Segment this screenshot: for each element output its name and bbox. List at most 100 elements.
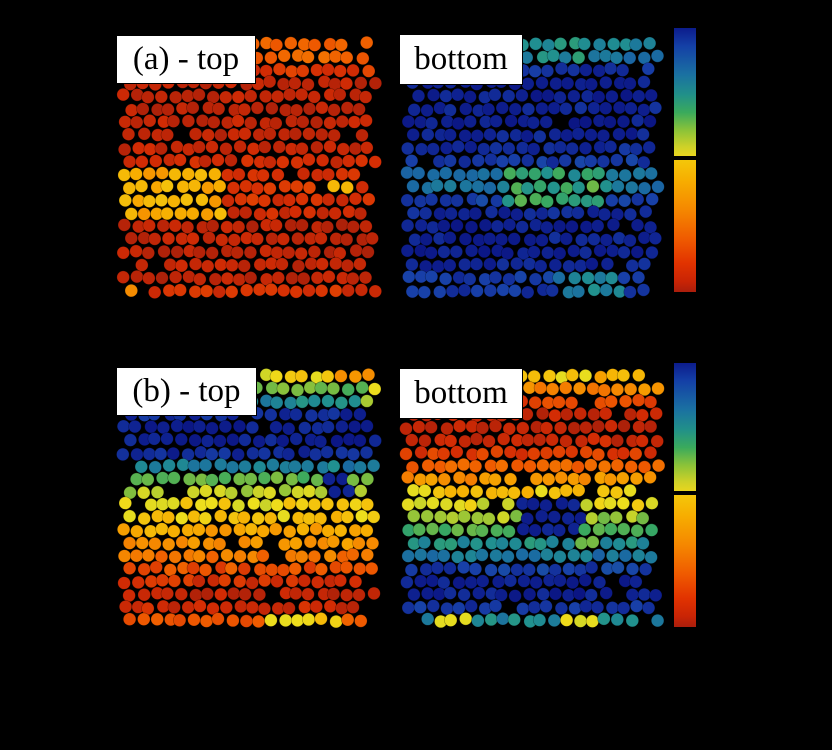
scatter-point [533, 433, 547, 447]
scatter-point [489, 141, 503, 155]
scatter-point [599, 233, 613, 247]
scatter-point [323, 549, 337, 563]
scatter-point [154, 193, 169, 207]
scatter-point [119, 600, 133, 614]
scatter-point [451, 550, 465, 564]
scatter-point [587, 407, 601, 422]
scatter-point [180, 193, 194, 207]
scatter-point [591, 419, 605, 434]
scatter-point [352, 102, 366, 116]
scatter-point [457, 207, 472, 221]
scatter-point [297, 574, 311, 588]
scatter-point [502, 89, 516, 103]
scatter-point [168, 270, 183, 284]
scatter-point [496, 180, 510, 194]
scatter-point [587, 232, 601, 246]
scatter-point [346, 473, 360, 487]
scatter-point [490, 219, 504, 233]
scatter-point [342, 154, 356, 168]
scatter-point [349, 244, 363, 258]
scatter-point [167, 574, 182, 588]
scatter-point [437, 472, 451, 486]
scatter-point [205, 473, 219, 487]
scatter-point [586, 382, 600, 396]
scatter-point [252, 588, 266, 602]
scatter-point [129, 549, 144, 563]
scatter-point [198, 511, 212, 525]
scatter-point [545, 535, 559, 549]
scatter-point [517, 574, 531, 588]
scatter-point [545, 433, 559, 447]
scatter-point [170, 140, 184, 154]
scatter-point [116, 246, 130, 260]
scatter-point [625, 562, 640, 576]
scatter-point [181, 167, 195, 181]
scatter-point [523, 233, 537, 247]
scatter-point [361, 245, 375, 259]
scatter-point [508, 284, 522, 298]
scatter-point [281, 447, 295, 461]
scatter-point [137, 612, 151, 626]
scatter-point [211, 102, 226, 116]
scatter-point [167, 524, 181, 538]
scatter-point [142, 167, 156, 181]
scatter-point [451, 139, 465, 154]
scatter-point [616, 471, 630, 485]
scatter-point [635, 434, 649, 448]
scatter-point [335, 218, 349, 232]
scatter-point [245, 576, 259, 590]
scatter-point [629, 38, 643, 52]
scatter-point [198, 563, 213, 577]
scatter-point [450, 194, 464, 208]
scatter-point [307, 550, 321, 564]
scatter-point [565, 445, 579, 459]
scatter-point [198, 154, 212, 168]
scatter-point [218, 471, 232, 485]
scatter-point [123, 486, 137, 500]
colorbar-b-upper-gradient [674, 363, 696, 491]
scatter-point [143, 524, 158, 538]
scatter-point [122, 181, 136, 195]
scatter-point [548, 408, 562, 423]
scatter-point [560, 458, 574, 472]
scatter-point [481, 102, 496, 116]
scatter-point [278, 179, 292, 193]
scatter-point [250, 535, 264, 549]
scatter-point [535, 233, 549, 247]
scatter-point [496, 283, 510, 297]
scatter-point [232, 272, 246, 287]
scatter-point [355, 509, 369, 523]
scatter-point [234, 192, 248, 206]
scatter-point [156, 219, 170, 233]
scatter-point [591, 447, 605, 462]
scatter-point [264, 613, 278, 627]
scatter-point [523, 587, 537, 601]
scatter-point [648, 231, 662, 245]
scatter-point [592, 548, 606, 562]
scatter-point [157, 244, 171, 259]
scatter-point [567, 548, 581, 562]
scatter-point [420, 103, 434, 117]
scatter-point [587, 101, 601, 115]
scatter-point [552, 523, 566, 537]
scatter-point [527, 447, 541, 461]
scatter-point [490, 523, 504, 538]
scatter-point [573, 614, 588, 628]
scatter-point [282, 246, 296, 260]
scatter-point [163, 258, 177, 272]
scatter-point [502, 218, 517, 232]
scatter-point [579, 445, 593, 459]
scatter-point [503, 574, 517, 588]
scatter-point [186, 485, 200, 499]
scatter-point [424, 472, 439, 487]
scatter-point [150, 485, 165, 499]
scatter-point [636, 511, 650, 525]
scatter-point [596, 484, 610, 498]
scatter-point [244, 271, 258, 285]
scatter-point [307, 394, 321, 408]
scatter-point [547, 510, 561, 524]
scatter-point [181, 89, 195, 103]
scatter-point [326, 587, 341, 601]
scatter-point [439, 193, 453, 207]
scatter-point [401, 219, 415, 233]
